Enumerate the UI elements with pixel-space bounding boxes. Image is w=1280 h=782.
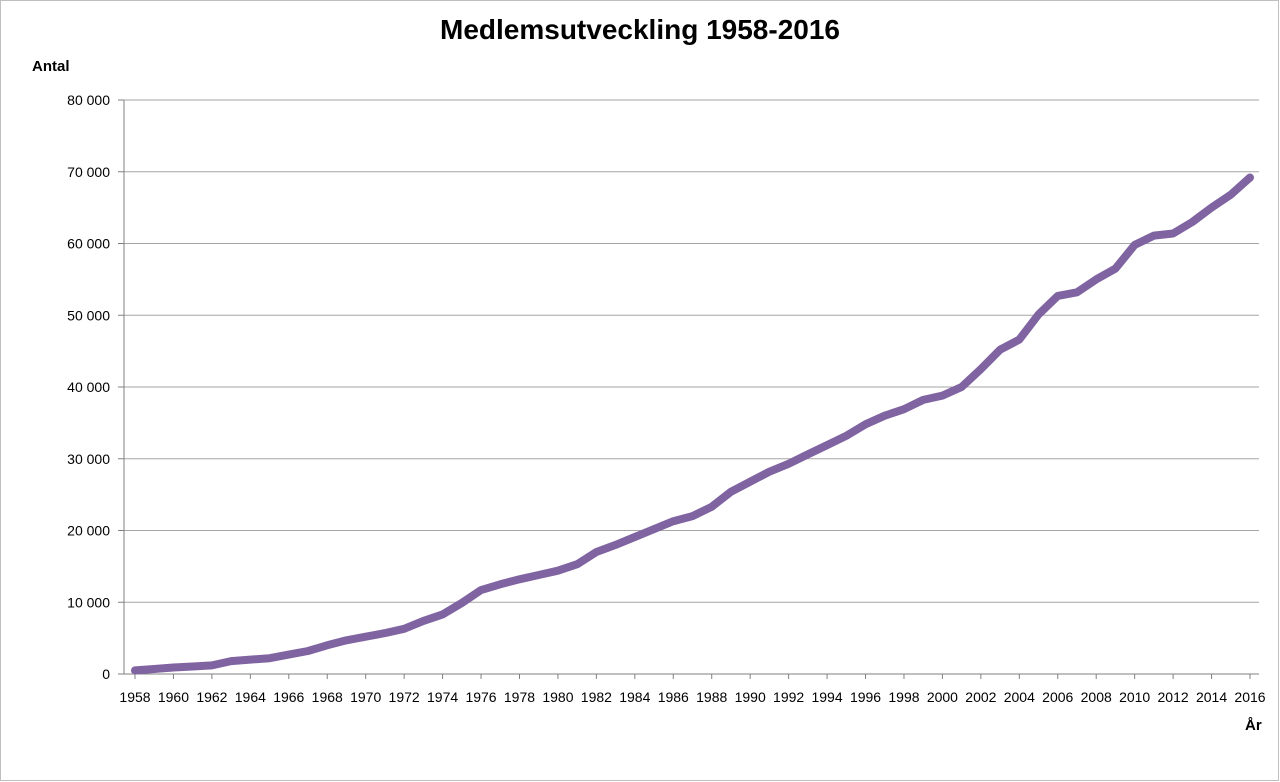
y-tick-label: 70 000 [67, 164, 110, 180]
x-tick-label: 1964 [235, 689, 266, 705]
chart-title: Medlemsutveckling 1958-2016 [440, 14, 840, 45]
x-tick-label: 1968 [312, 689, 343, 705]
y-tick-label: 0 [102, 666, 110, 682]
y-tick-label: 80 000 [67, 92, 110, 108]
x-tick-label: 1990 [735, 689, 766, 705]
x-axis-label: År [1245, 717, 1262, 734]
x-tick-label: 2002 [965, 689, 996, 705]
x-tick-label: 1970 [350, 689, 381, 705]
x-tick-label: 1982 [581, 689, 612, 705]
x-tick-label: 2004 [1004, 689, 1035, 705]
x-tick-label: 1996 [850, 689, 881, 705]
gridlines [124, 99, 1259, 603]
y-tick-label: 30 000 [67, 451, 110, 467]
x-tick-label: 1966 [273, 689, 304, 705]
x-tick-label: 1972 [389, 689, 420, 705]
x-tick-label: 1960 [158, 689, 189, 705]
x-tick-label: 1998 [888, 689, 919, 705]
x-tick-label: 1962 [196, 689, 227, 705]
y-tick-label: 60 000 [67, 236, 110, 252]
x-tick-label: 1988 [696, 689, 727, 705]
x-tick-label: 1994 [811, 689, 842, 705]
x-tick-label: 2006 [1042, 689, 1073, 705]
x-tick-label: 1974 [427, 689, 458, 705]
x-tick-label: 1986 [658, 689, 689, 705]
y-tick-label: 20 000 [67, 523, 110, 539]
axes [118, 99, 1259, 679]
y-tick-label: 50 000 [67, 307, 110, 323]
y-tick-label: 10 000 [67, 594, 110, 610]
x-tick-label: 2012 [1158, 689, 1189, 705]
x-tick-label: 1992 [773, 689, 804, 705]
x-tick-label: 2000 [927, 689, 958, 705]
x-tick-label: 1978 [504, 689, 535, 705]
x-tick-label: 1976 [465, 689, 496, 705]
x-tick-label: 1980 [542, 689, 573, 705]
y-tick-label: 40 000 [67, 379, 110, 395]
x-tick-label: 2010 [1119, 689, 1150, 705]
y-tick-labels: 0 10 000 20 000 30 000 40 000 50 000 60 000 70 … [67, 92, 110, 682]
x-tick-label: 2016 [1234, 689, 1265, 705]
x-tick-labels: 1958 1960 1962 1964 1966 1968 1970 1972 1974 1976… [119, 689, 1265, 705]
series-line [131, 173, 1254, 675]
y-axis-label: Antal [32, 58, 70, 75]
x-tick-label: 2008 [1081, 689, 1112, 705]
x-tick-label: 2014 [1196, 689, 1227, 705]
x-tick-label: 1984 [619, 689, 650, 705]
x-tick-label: 1958 [119, 689, 150, 705]
series-group [131, 173, 1254, 675]
